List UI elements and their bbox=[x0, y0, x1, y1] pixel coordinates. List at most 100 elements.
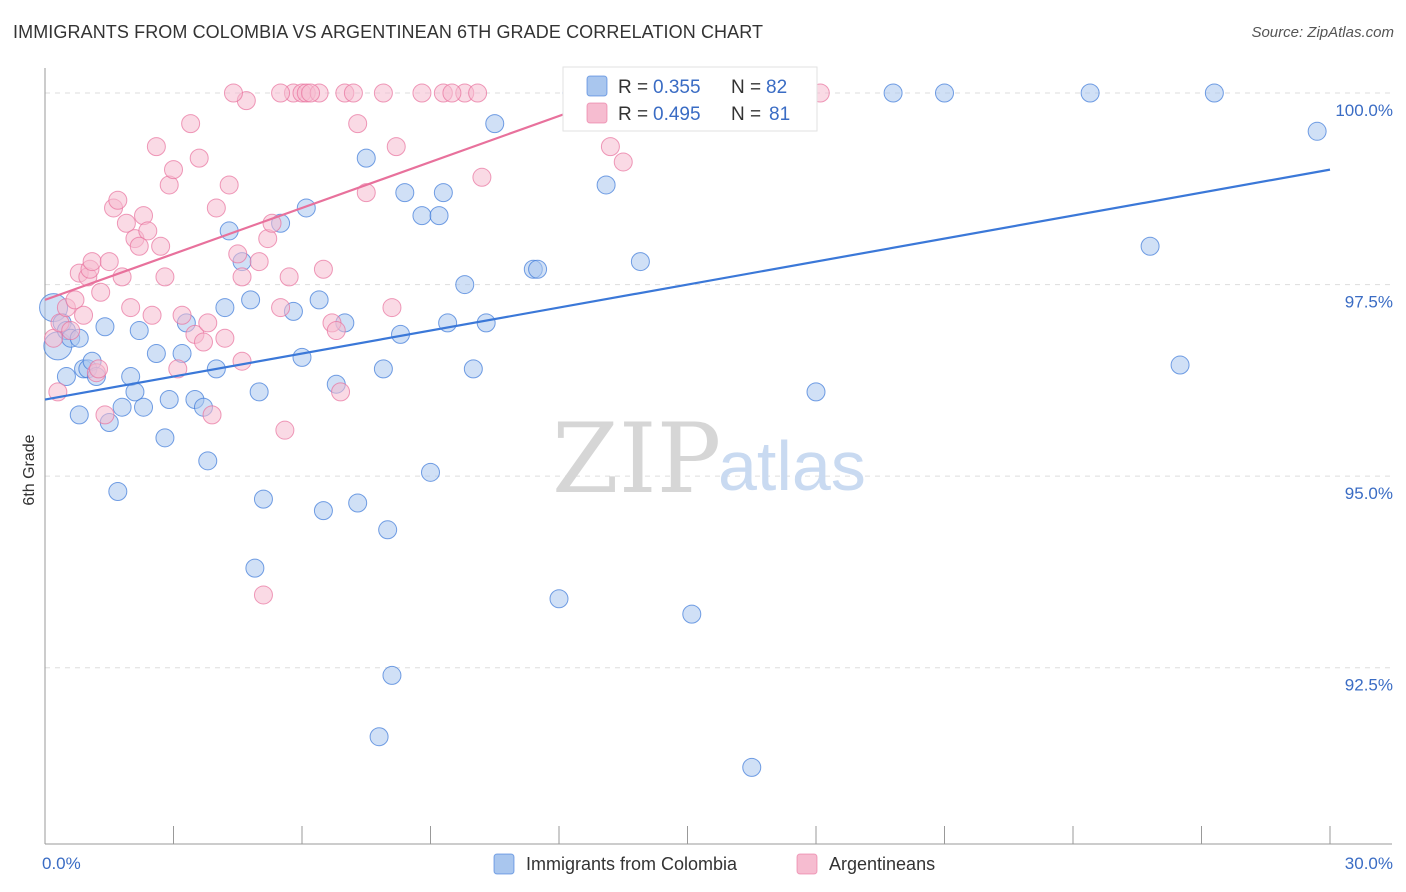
point-colombia-49 bbox=[549, 589, 569, 609]
point-argentineans-30 bbox=[181, 114, 201, 134]
point-argentineans-13 bbox=[95, 405, 115, 425]
point-argentineans-73 bbox=[442, 83, 462, 103]
correlation-legend: R = 0.355 N = 82 R = 0.495 N = 81 bbox=[562, 66, 818, 132]
point-argentineans-75 bbox=[331, 382, 351, 402]
point-colombia-76 bbox=[292, 347, 312, 367]
point-colombia-48 bbox=[528, 259, 548, 279]
point-argentineans-59 bbox=[386, 137, 406, 157]
series-legend-label-argentineans: Argentineans bbox=[829, 854, 935, 874]
point-argentineans-60 bbox=[412, 83, 432, 103]
point-argentineans-74 bbox=[168, 359, 188, 379]
point-colombia-23 bbox=[198, 451, 218, 471]
point-colombia-44 bbox=[463, 359, 483, 379]
point-argentineans-23 bbox=[142, 305, 162, 325]
point-argentineans-38 bbox=[228, 244, 248, 264]
point-argentineans-70 bbox=[271, 83, 291, 103]
point-argentineans-28 bbox=[164, 160, 183, 180]
point-colombia-31 bbox=[296, 198, 316, 218]
point-colombia-81 bbox=[56, 367, 76, 387]
watermark-atlas: atlas bbox=[718, 427, 866, 505]
point-colombia-18 bbox=[155, 428, 175, 448]
trend-line-argentineans bbox=[44, 91, 624, 301]
chart-title: IMMIGRANTS FROM COLOMBIA VS ARGENTINEAN … bbox=[13, 22, 764, 42]
legend-n-value-argentineans: 81 bbox=[769, 104, 790, 125]
point-argentineans-32 bbox=[189, 148, 209, 168]
point-colombia-66 bbox=[108, 481, 128, 501]
point-colombia-28 bbox=[249, 382, 269, 402]
point-argentineans-34 bbox=[198, 313, 218, 333]
point-colombia-51 bbox=[596, 175, 616, 195]
point-colombia-52 bbox=[630, 252, 650, 272]
point-argentineans-56 bbox=[356, 183, 376, 203]
point-argentineans-22 bbox=[138, 221, 158, 241]
y-tick-label-1: 95.0% bbox=[1345, 484, 1393, 503]
point-argentineans-57 bbox=[373, 83, 393, 103]
point-colombia-43 bbox=[455, 275, 475, 295]
point-argentineans-16 bbox=[108, 190, 128, 210]
point-colombia-38 bbox=[395, 183, 415, 203]
point-argentineans-41 bbox=[249, 252, 269, 272]
point-argentineans-76 bbox=[253, 585, 273, 605]
legend-n-value-colombia: 82 bbox=[766, 77, 787, 98]
point-colombia-68 bbox=[245, 558, 265, 578]
point-argentineans-63 bbox=[468, 83, 488, 103]
point-colombia-69 bbox=[313, 501, 333, 521]
point-argentineans-67 bbox=[613, 152, 633, 172]
point-colombia-19 bbox=[159, 390, 179, 410]
point-colombia-32 bbox=[309, 290, 329, 310]
point-argentineans-79 bbox=[89, 359, 109, 379]
point-colombia-36 bbox=[373, 359, 393, 379]
point-argentineans-64 bbox=[472, 167, 492, 187]
point-colombia-16 bbox=[134, 397, 154, 417]
point-colombia-71 bbox=[378, 520, 398, 540]
point-colombia-64 bbox=[1170, 355, 1190, 375]
legend-r-value-argentineans: 0.495 bbox=[653, 104, 701, 125]
trend-lines bbox=[44, 91, 1331, 401]
y-tick-label-2: 97.5% bbox=[1345, 293, 1393, 312]
point-argentineans-17 bbox=[112, 267, 132, 287]
watermark-zip: ZIP bbox=[552, 403, 721, 515]
point-argentineans-33 bbox=[193, 332, 213, 352]
point-colombia-67 bbox=[253, 489, 273, 509]
point-argentineans-18 bbox=[116, 213, 136, 233]
grid-lines bbox=[45, 92, 1392, 669]
point-colombia-58 bbox=[883, 83, 903, 103]
point-colombia-55 bbox=[682, 604, 702, 624]
x-tick-label-1: 30.0% bbox=[1345, 854, 1393, 873]
point-argentineans-43 bbox=[262, 213, 282, 233]
point-argentineans-58 bbox=[382, 298, 402, 318]
point-colombia-24 bbox=[215, 298, 235, 318]
point-argentineans-78 bbox=[129, 236, 149, 256]
point-colombia-10 bbox=[69, 405, 89, 425]
point-argentineans-4 bbox=[61, 321, 81, 341]
point-argentineans-12 bbox=[91, 282, 111, 302]
y-tick-label-0: 92.5% bbox=[1345, 676, 1393, 695]
point-argentineans-7 bbox=[74, 305, 94, 325]
legend-n-label-argentineans: N = bbox=[731, 104, 761, 125]
legend-r-value-colombia: 0.355 bbox=[653, 77, 701, 98]
series-legend-label-colombia: Immigrants from Colombia bbox=[526, 854, 738, 874]
legend-r-label-argentineans: R = bbox=[618, 104, 648, 125]
watermark: ZIP atlas bbox=[552, 403, 866, 515]
point-argentineans-45 bbox=[275, 420, 295, 440]
point-argentineans-24 bbox=[146, 137, 166, 157]
point-colombia-39 bbox=[412, 206, 432, 226]
x-tick-labels: 0.0% 30.0% bbox=[42, 854, 1393, 873]
point-colombia-75 bbox=[742, 757, 762, 777]
point-argentineans-71 bbox=[301, 83, 321, 103]
point-argentineans-72 bbox=[343, 83, 363, 103]
point-colombia-35 bbox=[356, 148, 376, 168]
point-argentineans-39 bbox=[232, 267, 252, 287]
point-colombia-59 bbox=[935, 83, 954, 103]
legend-swatch-argentineans bbox=[586, 102, 608, 124]
point-argentineans-14 bbox=[99, 252, 119, 272]
point-argentineans-46 bbox=[279, 267, 299, 287]
point-argentineans-19 bbox=[121, 298, 141, 318]
point-argentineans-77 bbox=[232, 351, 252, 371]
series-legend: Immigrants from Colombia Argentineans bbox=[493, 853, 935, 875]
legend-swatch-colombia bbox=[586, 75, 608, 97]
legend-n-label-colombia: N = bbox=[731, 77, 761, 98]
point-argentineans-80 bbox=[202, 405, 222, 425]
point-colombia-13 bbox=[112, 397, 132, 417]
point-argentineans-29 bbox=[172, 305, 192, 325]
